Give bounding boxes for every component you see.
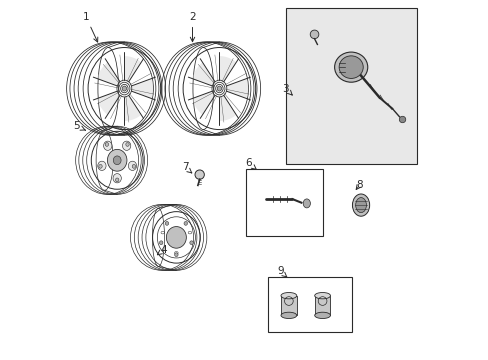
- Ellipse shape: [113, 174, 121, 183]
- Bar: [281, 296, 296, 315]
- Ellipse shape: [352, 194, 369, 216]
- Circle shape: [309, 30, 318, 39]
- Bar: [314, 296, 330, 315]
- Polygon shape: [219, 56, 236, 82]
- Ellipse shape: [355, 198, 366, 213]
- Polygon shape: [192, 62, 215, 86]
- Polygon shape: [97, 62, 120, 86]
- Ellipse shape: [103, 141, 112, 150]
- Text: 7: 7: [182, 162, 191, 173]
- Ellipse shape: [113, 156, 121, 165]
- Polygon shape: [124, 56, 141, 82]
- Text: 5: 5: [73, 121, 85, 131]
- Ellipse shape: [314, 292, 330, 299]
- Polygon shape: [124, 95, 141, 121]
- Polygon shape: [131, 78, 153, 99]
- Ellipse shape: [174, 253, 178, 257]
- Ellipse shape: [125, 143, 129, 146]
- Circle shape: [195, 170, 204, 179]
- Bar: [267, 277, 351, 332]
- Bar: [285, 8, 416, 164]
- Polygon shape: [192, 91, 215, 115]
- Ellipse shape: [399, 116, 405, 123]
- Ellipse shape: [189, 241, 193, 244]
- Bar: [246, 169, 323, 235]
- Ellipse shape: [281, 312, 296, 319]
- Ellipse shape: [314, 312, 330, 319]
- Text: 3: 3: [282, 84, 292, 95]
- Ellipse shape: [183, 221, 187, 225]
- Ellipse shape: [98, 161, 106, 170]
- Text: 2: 2: [189, 12, 195, 42]
- Ellipse shape: [166, 226, 186, 248]
- Polygon shape: [219, 95, 236, 121]
- Polygon shape: [97, 91, 120, 115]
- Text: 9: 9: [277, 266, 286, 277]
- Ellipse shape: [334, 52, 367, 82]
- Text: 4: 4: [157, 245, 167, 255]
- Ellipse shape: [217, 86, 221, 91]
- Ellipse shape: [115, 178, 119, 182]
- Ellipse shape: [159, 241, 163, 244]
- Text: 1: 1: [82, 12, 98, 42]
- Ellipse shape: [107, 149, 127, 171]
- Ellipse shape: [303, 199, 310, 208]
- Text: 6: 6: [244, 158, 256, 170]
- Text: 8: 8: [355, 180, 362, 190]
- Ellipse shape: [128, 161, 136, 170]
- Ellipse shape: [281, 292, 296, 299]
- Ellipse shape: [339, 56, 363, 78]
- Polygon shape: [226, 78, 247, 99]
- Ellipse shape: [105, 143, 108, 146]
- Ellipse shape: [165, 221, 168, 225]
- Ellipse shape: [122, 86, 126, 91]
- Ellipse shape: [122, 141, 130, 150]
- Ellipse shape: [99, 165, 102, 168]
- Ellipse shape: [132, 165, 135, 168]
